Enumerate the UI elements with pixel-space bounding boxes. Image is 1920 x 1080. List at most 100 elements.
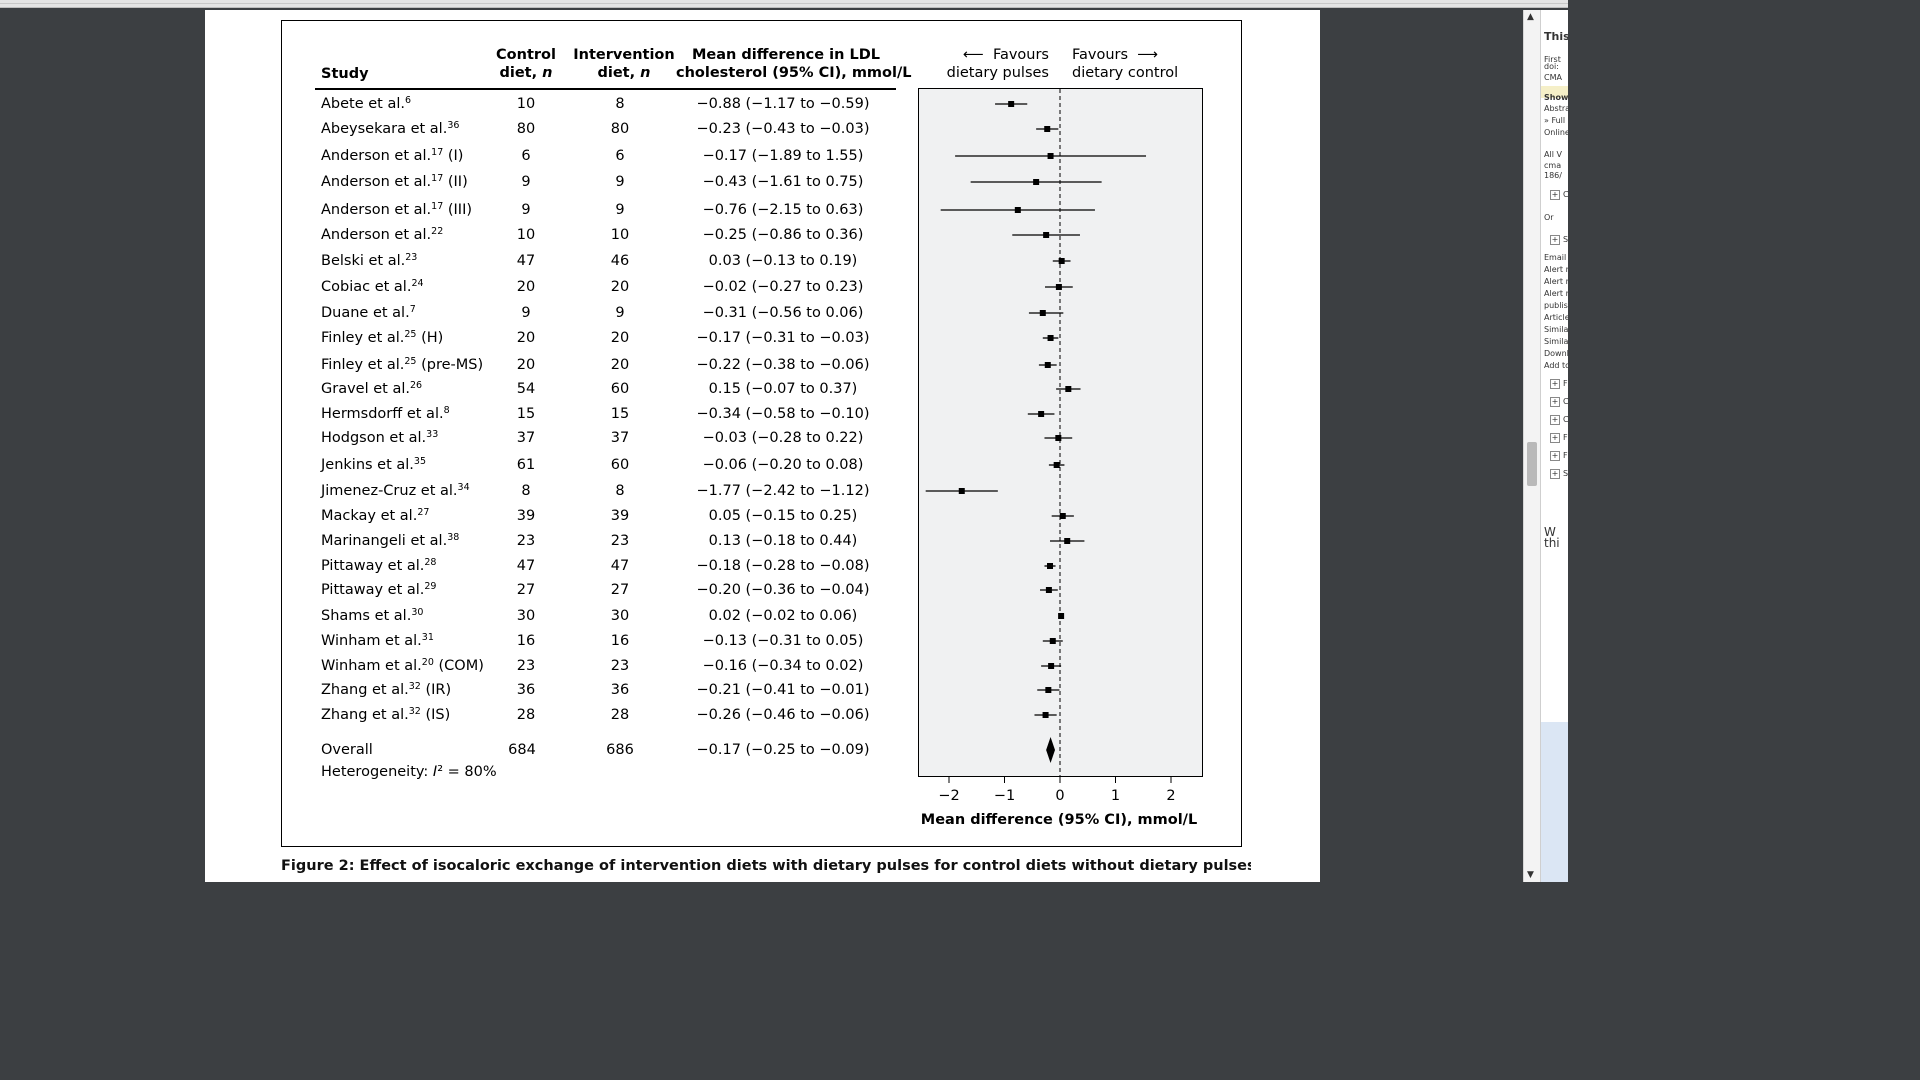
sidebar-highlight xyxy=(1541,86,1568,98)
intervention-n: 6 xyxy=(615,148,625,164)
scroll-thumb[interactable] xyxy=(1527,442,1537,486)
sidebar-text: First xyxy=(1544,55,1561,64)
sidebar-text[interactable]: publish xyxy=(1544,301,1568,310)
mean-difference-ci: −0.16 (−0.34 to 0.02) xyxy=(702,658,864,674)
sidebar-item[interactable]: F xyxy=(1563,379,1568,388)
sidebar-text[interactable]: Email t xyxy=(1544,253,1568,262)
study-name: Mackay et al.27 xyxy=(321,507,429,525)
header-mean-difference: Mean difference in LDL cholesterol (95% … xyxy=(676,47,912,81)
study-ref: 32 xyxy=(408,706,421,717)
scroll-up-icon[interactable]: ▲ xyxy=(1527,12,1534,22)
scroll-down-icon[interactable]: ▼ xyxy=(1527,870,1534,880)
study-label: Cobiac et al. xyxy=(321,279,412,295)
intervention-n: 37 xyxy=(610,430,630,446)
overall-control-n: 684 xyxy=(508,742,536,758)
overall-intervention-n: 686 xyxy=(606,742,634,758)
study-ref: 22 xyxy=(431,226,444,237)
sidebar-text[interactable]: Downl xyxy=(1544,349,1568,358)
mean-difference-ci: −0.34 (−0.58 to −0.10) xyxy=(696,406,870,422)
vertical-scrollbar[interactable]: ▲ ▼ xyxy=(1523,10,1540,882)
study-ref: 27 xyxy=(417,507,430,518)
sidebar-text[interactable]: Alert r xyxy=(1544,265,1568,274)
study-name: Abeysekara et al.36 xyxy=(321,120,459,138)
study-suffix: (I) xyxy=(443,148,464,164)
study-name: Jimenez-Cruz et al.34 xyxy=(321,482,470,500)
study-name: Cobiac et al.24 xyxy=(321,278,424,296)
study-name: Anderson et al.22 xyxy=(321,226,443,244)
study-name: Finley et al.25 (pre-MS) xyxy=(321,356,483,374)
sidebar-expand-icon[interactable]: + xyxy=(1550,379,1560,389)
control-n: 20 xyxy=(516,279,536,295)
sidebar-item[interactable]: S xyxy=(1563,235,1568,244)
control-n: 6 xyxy=(521,148,531,164)
study-suffix: (II) xyxy=(443,174,468,190)
sidebar-text: W xyxy=(1544,525,1556,539)
study-ref: 8 xyxy=(443,405,450,416)
control-n: 20 xyxy=(516,357,536,373)
study-name: Pittaway et al.29 xyxy=(321,581,436,599)
header-study: Study xyxy=(321,66,369,82)
intervention-n: 16 xyxy=(610,633,630,649)
intervention-n: 80 xyxy=(610,121,630,137)
sidebar-text[interactable]: Alert r xyxy=(1544,289,1568,298)
sidebar-expand-icon[interactable]: + xyxy=(1550,451,1560,461)
study-name: Anderson et al.17 (II) xyxy=(321,173,468,191)
left-arrow-icon: ⟵ xyxy=(962,47,984,63)
sidebar-text[interactable]: Similar xyxy=(1544,325,1568,334)
control-n: 30 xyxy=(516,608,536,624)
sidebar-expand-icon[interactable]: + xyxy=(1550,433,1560,443)
sidebar-expand-icon[interactable]: + xyxy=(1550,190,1560,200)
sidebar-item[interactable]: C xyxy=(1563,190,1568,200)
sidebar-item[interactable]: S xyxy=(1563,469,1568,478)
sidebar-text: CMA xyxy=(1544,73,1562,82)
mean-difference-ci: −0.25 (−0.86 to 0.36) xyxy=(702,227,864,243)
intervention-n: 36 xyxy=(610,682,630,698)
intervention-n: 20 xyxy=(610,279,630,295)
study-name: Abete et al.6 xyxy=(321,95,411,113)
mean-difference-ci: −0.43 (−1.61 to 0.75) xyxy=(702,174,864,190)
study-label: Anderson et al. xyxy=(321,174,432,190)
sidebar-expand-icon[interactable]: + xyxy=(1550,469,1560,479)
control-n: 80 xyxy=(516,121,536,137)
header-intervention: Intervention diet, n xyxy=(573,47,675,81)
study-ref: 24 xyxy=(411,278,424,289)
sidebar-text: cma xyxy=(1544,161,1562,170)
study-ref: 34 xyxy=(457,482,470,493)
sidebar-text: Online xyxy=(1544,128,1568,137)
sidebar-item[interactable]: F xyxy=(1563,433,1568,442)
intervention-n: 60 xyxy=(610,457,630,473)
study-suffix: (IS) xyxy=(420,707,451,723)
sidebar-text[interactable]: Alert r xyxy=(1544,277,1568,286)
study-ref: 30 xyxy=(411,607,424,618)
control-n: 36 xyxy=(516,682,536,698)
study-label: Mackay et al. xyxy=(321,508,418,524)
control-n: 20 xyxy=(516,330,536,346)
mean-difference-ci: −0.31 (−0.56 to 0.06) xyxy=(702,305,864,321)
sidebar-text[interactable]: Similar xyxy=(1544,337,1568,346)
mean-difference-ci: −0.21 (−0.41 to −0.01) xyxy=(696,682,870,698)
intervention-n: 9 xyxy=(615,174,625,190)
header-rule xyxy=(315,88,896,90)
study-suffix: (pre-MS) xyxy=(416,357,484,373)
intervention-n: 39 xyxy=(610,508,630,524)
intervention-n: 47 xyxy=(610,558,630,574)
control-n: 8 xyxy=(521,483,531,499)
sidebar-item[interactable]: C xyxy=(1563,397,1568,407)
header-control: Control diet, n xyxy=(496,47,556,81)
intervention-n: 23 xyxy=(610,533,630,549)
study-ref: 7 xyxy=(409,304,416,315)
study-ref: 17 xyxy=(431,147,444,158)
study-label: Pittaway et al. xyxy=(321,582,425,598)
sidebar-item[interactable]: F xyxy=(1563,451,1568,460)
sidebar-expand-icon[interactable]: + xyxy=(1550,415,1560,425)
study-name: Hodgson et al.33 xyxy=(321,429,438,447)
study-name: Belski et al.23 xyxy=(321,252,417,270)
sidebar-text[interactable]: Add to xyxy=(1544,361,1568,370)
sidebar-expand-icon[interactable]: + xyxy=(1550,397,1560,407)
sidebar-item[interactable]: C xyxy=(1563,415,1568,425)
mean-difference-ci: −0.20 (−0.36 to −0.04) xyxy=(696,582,870,598)
sidebar-expand-icon[interactable]: + xyxy=(1550,235,1560,245)
sidebar-text[interactable]: Article xyxy=(1544,313,1568,322)
mean-difference-ci: −0.03 (−0.28 to 0.22) xyxy=(702,430,864,446)
mean-difference-ci: −0.88 (−1.17 to −0.59) xyxy=(696,96,870,112)
